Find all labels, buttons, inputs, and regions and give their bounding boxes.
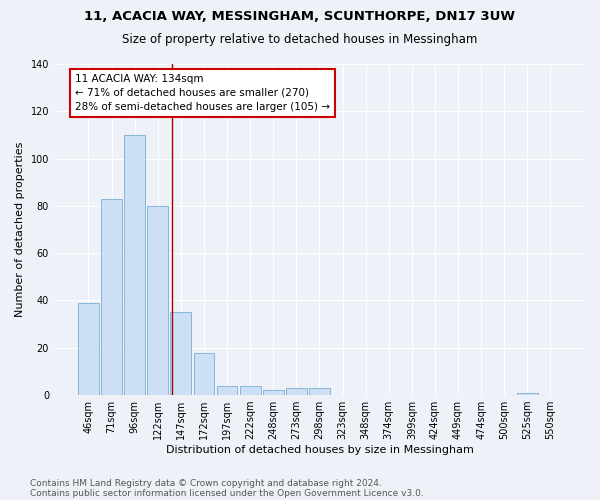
Bar bbox=[517, 392, 538, 395]
Text: Contains HM Land Registry data © Crown copyright and database right 2024.: Contains HM Land Registry data © Crown c… bbox=[30, 478, 382, 488]
Bar bbox=[78, 303, 99, 395]
X-axis label: Distribution of detached houses by size in Messingham: Distribution of detached houses by size … bbox=[166, 445, 473, 455]
Bar bbox=[217, 386, 238, 395]
Bar bbox=[124, 135, 145, 395]
Bar bbox=[101, 199, 122, 395]
Bar bbox=[194, 352, 214, 395]
Text: 11 ACACIA WAY: 134sqm
← 71% of detached houses are smaller (270)
28% of semi-det: 11 ACACIA WAY: 134sqm ← 71% of detached … bbox=[75, 74, 330, 112]
Bar bbox=[148, 206, 168, 395]
Bar bbox=[263, 390, 284, 395]
Bar bbox=[286, 388, 307, 395]
Y-axis label: Number of detached properties: Number of detached properties bbox=[15, 142, 25, 317]
Bar bbox=[240, 386, 260, 395]
Bar bbox=[309, 388, 330, 395]
Bar bbox=[170, 312, 191, 395]
Text: Contains public sector information licensed under the Open Government Licence v3: Contains public sector information licen… bbox=[30, 488, 424, 498]
Text: Size of property relative to detached houses in Messingham: Size of property relative to detached ho… bbox=[122, 32, 478, 46]
Text: 11, ACACIA WAY, MESSINGHAM, SCUNTHORPE, DN17 3UW: 11, ACACIA WAY, MESSINGHAM, SCUNTHORPE, … bbox=[85, 10, 515, 23]
